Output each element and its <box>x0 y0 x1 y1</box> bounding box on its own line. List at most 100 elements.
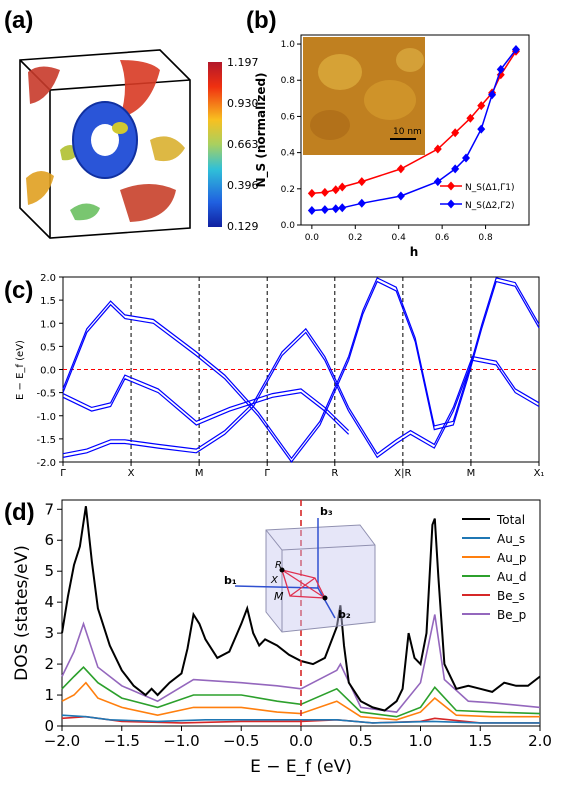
d-series-line <box>61 666 541 718</box>
c-band-line <box>62 374 350 432</box>
R-label: R <box>275 560 282 571</box>
colorbar <box>208 62 222 227</box>
chart-b: 10 nm 0.0 0.2 0.4 0.6 0.8 0.0 0.2 0.4 0.6 0.8 1.0… <box>254 34 530 259</box>
d-xtick-label: 1.0 <box>409 732 433 750</box>
d-ytick-label: 1 <box>44 686 54 704</box>
b-data-point <box>451 164 460 174</box>
d-ytick-label: 3 <box>44 624 54 642</box>
d-xtick-label: −1.0 <box>163 732 199 750</box>
d-ytick-label: 0 <box>44 717 54 735</box>
stm-inset-image: 10 nm <box>303 37 425 155</box>
b2-label: b₂ <box>338 608 351 621</box>
d-series-line <box>61 614 541 713</box>
c-ytick-label: 2.0 <box>40 273 56 284</box>
M-label: M <box>274 590 284 603</box>
d-xtick-label: 2.0 <box>528 732 552 750</box>
d-ytick-label: 4 <box>44 593 54 611</box>
b-ytick-label: 1.0 <box>281 40 296 50</box>
d-ytick-label: 2 <box>44 655 54 673</box>
c-xtick-label: Γ <box>264 468 270 479</box>
c-band-line <box>62 327 350 455</box>
c-band-line <box>348 359 540 459</box>
b-data-point <box>307 188 316 198</box>
panel-label-b: (b) <box>246 7 277 34</box>
d-series-line <box>61 681 540 721</box>
d-legend-label: Be_p <box>497 608 526 622</box>
b-legend-marker <box>447 199 455 209</box>
b-data-point <box>331 185 340 195</box>
panel-label-d: (d) <box>4 499 35 526</box>
b-data-point <box>396 164 405 174</box>
c-xtick-label: X <box>128 468 135 479</box>
c-band-line <box>62 331 350 458</box>
b-data-point <box>357 177 366 187</box>
colorbar-tick: 0.396 <box>227 179 259 192</box>
b-data-point <box>433 177 442 187</box>
c-band-line <box>348 280 540 431</box>
colorbar-tick: 0.129 <box>227 220 259 233</box>
b-legend-label: N_S(Δ1,Γ1) <box>465 183 514 193</box>
c-band-line <box>62 300 350 460</box>
c-ytick-label: -0.5 <box>36 389 56 400</box>
c-xtick-label: R <box>331 468 338 479</box>
c-ytick-label: 1.5 <box>40 296 56 307</box>
b-data-point <box>451 128 460 138</box>
b-data-point <box>462 153 471 163</box>
b-data-point <box>338 182 347 192</box>
b1-label: b₁ <box>224 574 237 587</box>
chart-d-ylabel: DOS (states/eV) <box>12 545 32 681</box>
X-label: X <box>270 575 279 586</box>
b-data-point <box>320 205 329 215</box>
b-data-point <box>331 204 340 214</box>
chart-b-legend: N_S(Δ1,Γ1) N_S(Δ2,Γ2) <box>440 181 514 211</box>
b-data-point <box>396 191 405 201</box>
c-ytick-label: 1.0 <box>40 319 56 330</box>
d-xtick-label: −0.5 <box>223 732 259 750</box>
b-data-point <box>511 44 520 54</box>
b-data-point <box>338 203 347 213</box>
d-xtick-label: −2.0 <box>44 732 80 750</box>
c-xtick-label: Γ <box>60 468 66 479</box>
b-data-point <box>477 101 486 111</box>
b3-label: b₃ <box>320 505 333 518</box>
b-legend-label: N_S(Δ2,Γ2) <box>465 201 514 211</box>
d-legend-label: Total <box>496 513 525 527</box>
b-ytick-label: 0.6 <box>281 112 296 122</box>
colorbar-tick: 0.663 <box>227 138 259 151</box>
chart-b-frame <box>300 34 530 226</box>
c-xtick-label: X₁ <box>534 468 545 479</box>
d-ytick-label: 7 <box>44 500 54 518</box>
c-band-line <box>62 378 350 435</box>
d-legend-label: Au_s <box>497 532 525 546</box>
colorbar-tick: 1.197 <box>227 56 259 69</box>
c-ytick-label: 0.5 <box>40 342 56 353</box>
colorbar-tick: 0.930 <box>227 97 259 110</box>
d-ytick-label: 5 <box>44 562 54 580</box>
c-ytick-label: 0.0 <box>40 366 56 377</box>
d-series-line <box>61 714 540 724</box>
b-ytick-label: 0.2 <box>281 185 295 195</box>
chart-c: 2.0 1.5 1.0 0.5 0.0 -0.5 -1.0 -1.5 -2.0 Γ X M Γ R X|R… <box>15 273 544 479</box>
c-xtick-label: M <box>195 468 204 479</box>
chart-d: b₃ b₁ b₂ R X M −2.0 −1.5 −1.0 −0.5 0.0 0.5 1.0… <box>12 499 552 777</box>
d-legend-label: Au_p <box>497 551 526 565</box>
c-band-line <box>348 277 540 427</box>
b-data-point <box>477 124 486 134</box>
d-xtick-label: 0.0 <box>289 732 313 750</box>
d-legend-label: Au_d <box>497 570 526 584</box>
c-xtick-label: X|R <box>394 468 411 479</box>
chart-d-legend: Total Au_s Au_p Au_d Be_s Be_p <box>462 513 526 622</box>
b-data-point <box>320 187 329 197</box>
d-xtick-label: 1.5 <box>468 732 492 750</box>
d-xtick-label: −1.5 <box>104 732 140 750</box>
b-data-point <box>496 64 505 74</box>
c-xtick-label: M <box>467 468 476 479</box>
b-ytick-label: 0.8 <box>281 76 296 86</box>
c-ytick-label: -1.0 <box>36 412 56 423</box>
d-legend-label: Be_s <box>497 589 525 603</box>
b-ytick-label: 0.4 <box>281 149 296 159</box>
d-series-line <box>61 506 541 712</box>
b-legend-marker <box>447 181 455 191</box>
chart-b-xlabel: h <box>410 245 419 259</box>
